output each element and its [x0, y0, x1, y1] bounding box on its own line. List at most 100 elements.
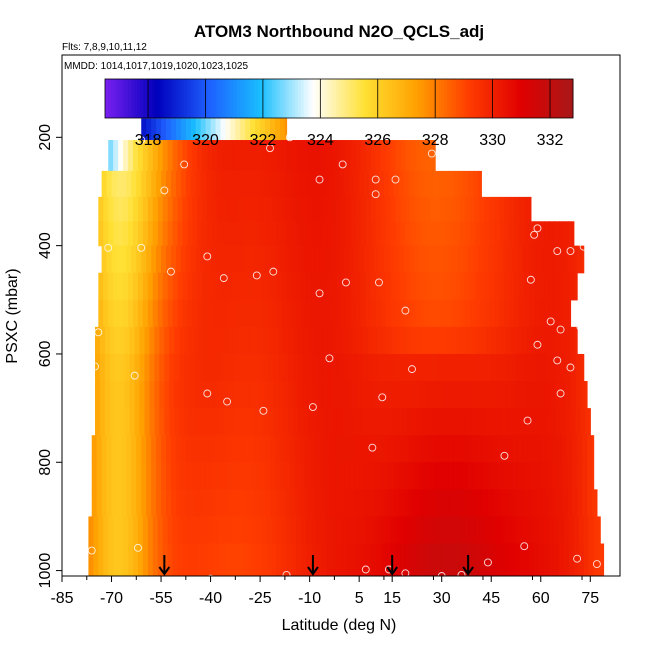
colorbar-segment — [333, 79, 337, 118]
heat-cell — [478, 170, 482, 198]
heat-cell — [393, 170, 400, 198]
heat-cell — [517, 489, 524, 518]
heat-cell — [202, 543, 208, 576]
heat-cell — [169, 408, 175, 436]
colorbar-segment — [222, 79, 226, 118]
heat-cell — [519, 516, 525, 545]
heat-cell — [570, 353, 577, 382]
heat-cell — [293, 326, 299, 355]
heat-cell — [522, 489, 529, 518]
heat-cell — [385, 516, 392, 545]
heat-cell — [129, 326, 136, 355]
heat-cell — [279, 170, 286, 198]
heat-cell — [466, 326, 473, 355]
heat-cell — [172, 299, 179, 328]
sample-point — [137, 136, 146, 144]
heat-cell — [496, 408, 502, 436]
heat-cell — [270, 118, 276, 141]
heat-cell — [378, 462, 385, 490]
heat-cell — [375, 516, 382, 545]
heat-cell — [347, 353, 354, 382]
heat-cell — [555, 353, 562, 382]
heat-cell — [459, 196, 466, 222]
colorbar-segment — [295, 79, 299, 118]
heat-cell — [425, 516, 431, 545]
heat-cell — [388, 170, 395, 198]
heat-cell — [190, 462, 197, 490]
heat-cell — [263, 408, 269, 436]
heat-cell — [420, 140, 426, 172]
heat-cell — [309, 489, 316, 518]
heat-cell — [274, 435, 281, 463]
heat-cell — [161, 489, 167, 518]
heat-cell — [354, 245, 360, 274]
heat-cell — [520, 353, 527, 382]
heat-cell — [377, 408, 383, 436]
heat-cell — [179, 381, 185, 409]
heat-cell — [202, 221, 208, 247]
heat-cell — [164, 408, 170, 436]
heat-cell — [113, 196, 119, 222]
heat-cell — [563, 516, 570, 545]
heat-cell — [128, 272, 134, 301]
heat-cell — [132, 299, 139, 328]
heat-cell — [506, 408, 512, 436]
heat-cell — [103, 299, 109, 328]
heat-cell — [291, 140, 298, 172]
heat-cell — [256, 299, 263, 328]
heat-cell — [568, 543, 575, 576]
heat-cell — [553, 272, 560, 301]
heat-cell — [172, 543, 179, 576]
heat-cell — [268, 408, 274, 436]
heat-cell — [464, 196, 471, 222]
heat-cell — [449, 196, 456, 222]
heat-cell — [175, 435, 182, 463]
heat-cell — [265, 118, 271, 141]
heat-cell — [509, 221, 515, 247]
x-tick-label: 5 — [355, 590, 364, 607]
heat-cell — [223, 381, 230, 409]
heat-cell — [210, 118, 217, 141]
heat-cell — [588, 543, 595, 576]
heat-cell — [365, 299, 372, 328]
heat-cell — [294, 170, 301, 198]
heat-cell — [375, 272, 382, 301]
colorbar-segment — [479, 79, 483, 118]
heat-cell — [415, 272, 421, 301]
heat-cell — [174, 381, 180, 409]
heat-cell — [534, 221, 540, 247]
heat-cell — [332, 408, 339, 436]
heat-cell — [162, 221, 169, 247]
heat-cell — [398, 462, 405, 490]
heat-cell — [258, 353, 265, 382]
heat-cell — [504, 196, 510, 222]
heat-cell — [411, 353, 418, 382]
heat-cell — [514, 299, 520, 328]
heat-cell — [179, 353, 185, 382]
heat-cell — [251, 272, 258, 301]
heat-cell — [435, 516, 441, 545]
heat-cell — [199, 381, 205, 409]
heat-cell — [494, 272, 501, 301]
heat-cell — [402, 353, 408, 382]
heat-cell — [151, 245, 157, 274]
heat-cell — [524, 272, 530, 301]
heat-cell — [473, 170, 479, 198]
sample-point — [371, 190, 380, 199]
heat-cell — [298, 408, 304, 436]
colorbar-segment — [216, 79, 220, 118]
heat-cell — [463, 245, 469, 274]
heat-cell — [349, 435, 355, 463]
heat-cell — [167, 140, 174, 172]
heat-cell — [91, 435, 98, 463]
heat-cell — [98, 196, 104, 222]
sample-point — [104, 243, 113, 252]
heat-cell — [109, 353, 116, 382]
heat-cell — [101, 245, 108, 274]
heat-cell — [324, 462, 331, 490]
heat-cell — [126, 245, 132, 274]
heat-cell — [405, 196, 411, 222]
heat-cell — [161, 170, 167, 198]
heat-cell — [195, 462, 202, 490]
heat-cell — [106, 489, 113, 518]
